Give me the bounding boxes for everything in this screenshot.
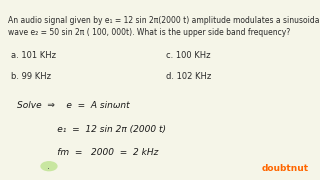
Text: c. 100 KHz: c. 100 KHz bbox=[166, 51, 211, 60]
Text: fm  =   2000  =  2 kHz: fm = 2000 = 2 kHz bbox=[17, 148, 159, 158]
Text: a. 101 KHz: a. 101 KHz bbox=[11, 51, 56, 60]
Text: doubtnut: doubtnut bbox=[262, 164, 309, 173]
Text: Solve  ⇒    e  =  A sinωnt: Solve ⇒ e = A sinωnt bbox=[17, 101, 130, 110]
Text: b. 99 KHz: b. 99 KHz bbox=[11, 72, 51, 81]
Circle shape bbox=[41, 162, 57, 171]
Text: An audio signal given by e₁ = 12 sin 2π(2000 t) amplitude modulates a sinusoidal: An audio signal given by e₁ = 12 sin 2π(… bbox=[8, 15, 320, 37]
Text: .: . bbox=[47, 161, 51, 171]
Text: d. 102 KHz: d. 102 KHz bbox=[166, 72, 212, 81]
Text: e₁  =  12 sin 2π (2000 t): e₁ = 12 sin 2π (2000 t) bbox=[17, 125, 166, 134]
